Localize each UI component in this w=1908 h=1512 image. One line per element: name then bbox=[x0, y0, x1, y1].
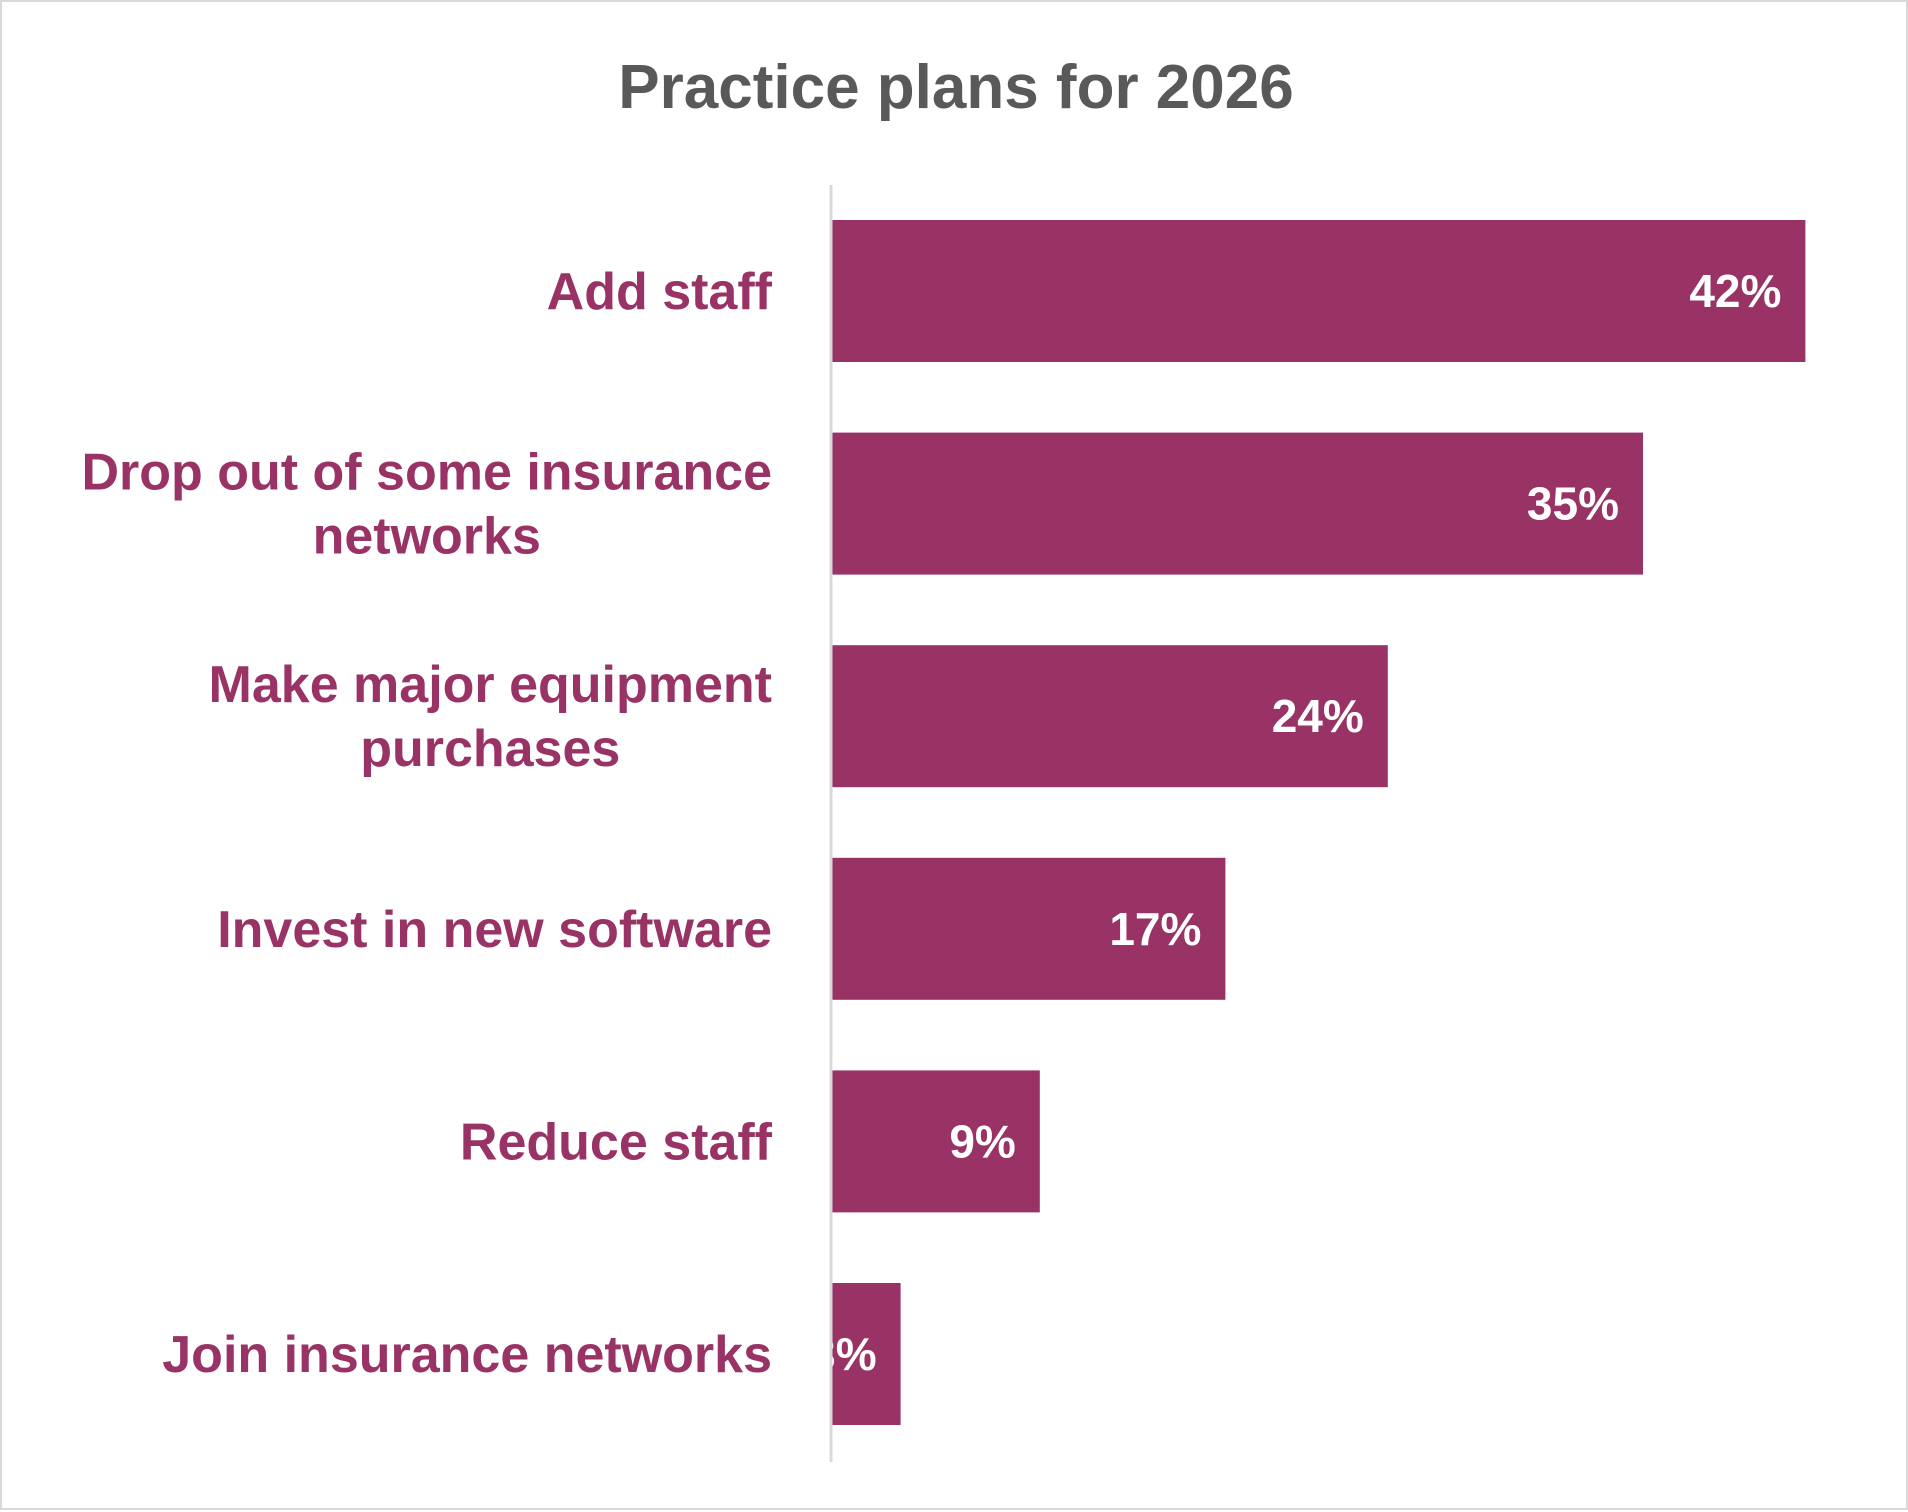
category-label-line: Add staff bbox=[547, 263, 773, 321]
data-label-4: 9% bbox=[949, 1115, 1015, 1167]
data-label-0: 42% bbox=[1689, 265, 1781, 317]
data-label-2: 24% bbox=[1272, 690, 1364, 742]
category-label-line: purchases bbox=[360, 720, 620, 778]
category-label-line: Make major equipment bbox=[209, 656, 772, 714]
bar-1 bbox=[831, 432, 1643, 575]
category-label-line: Reduce staff bbox=[460, 1113, 773, 1171]
bars-layer: 42% Add staff 35% Drop out of some insuranc… bbox=[81, 220, 1806, 1425]
category-label-1: Drop out of some insurance networks bbox=[81, 444, 772, 566]
data-label-1: 35% bbox=[1527, 478, 1619, 530]
category-label-4: Reduce staff bbox=[460, 1113, 773, 1171]
chart-title: Practice plans for 2026 bbox=[618, 53, 1293, 122]
category-label-5: Join insurance networks bbox=[162, 1326, 772, 1384]
data-label-5: 3% bbox=[810, 1328, 876, 1380]
bar-3 bbox=[831, 857, 1226, 1000]
category-label-line: Join insurance networks bbox=[162, 1326, 772, 1384]
bar-5 bbox=[831, 1283, 901, 1425]
category-label-line: Invest in new software bbox=[217, 901, 772, 959]
category-label-0: Add staff bbox=[547, 263, 773, 321]
category-label-line: Drop out of some insurance bbox=[81, 444, 772, 502]
category-label-line: networks bbox=[313, 508, 541, 566]
data-label-3: 17% bbox=[1109, 903, 1201, 955]
bar-2 bbox=[831, 645, 1388, 788]
bar-0 bbox=[831, 220, 1806, 362]
bar-4 bbox=[831, 1070, 1040, 1213]
category-label-2: Make major equipment purchases bbox=[209, 656, 772, 778]
category-label-3: Invest in new software bbox=[217, 901, 772, 959]
